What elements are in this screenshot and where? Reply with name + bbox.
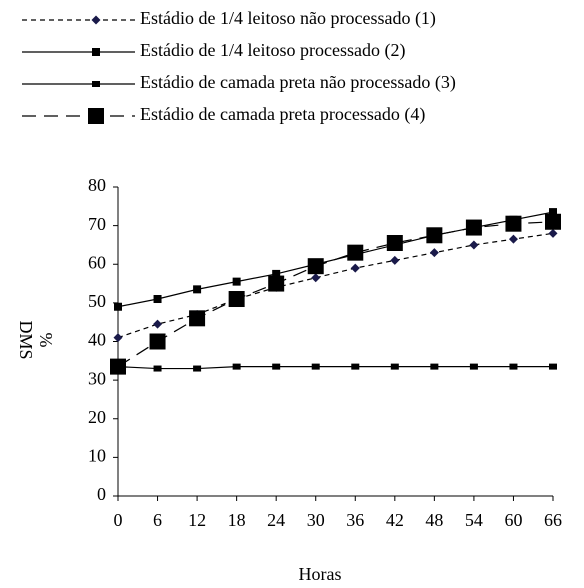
data-point (153, 365, 162, 372)
y-tick-label: 20 (88, 407, 106, 427)
y-tick-label: 80 (88, 175, 106, 195)
y-tick-label: 0 (97, 484, 106, 504)
legend-label: Estádio de camada preta não processado (… (140, 72, 456, 93)
x-tick-label: 36 (346, 510, 364, 530)
data-point (110, 358, 126, 375)
y-axis-label: DMS (16, 320, 36, 359)
y-tick-label: 10 (88, 446, 106, 466)
data-point (307, 258, 324, 275)
series-line (117, 232, 554, 339)
data-point (268, 275, 285, 292)
y-axis-unit: % (36, 333, 56, 348)
data-point (505, 215, 522, 232)
data-point (469, 240, 479, 250)
data-point (426, 227, 443, 244)
data-point (193, 365, 202, 372)
y-tick-label: 50 (88, 291, 106, 311)
legend-label: Estádio de 1/4 leitoso processado (2) (140, 40, 405, 61)
data-point (548, 228, 558, 238)
data-point (465, 219, 482, 236)
data-point (430, 363, 439, 370)
data-point (549, 208, 557, 217)
legend-marker (91, 15, 101, 25)
data-point (114, 302, 122, 311)
x-tick-label: 54 (465, 510, 483, 530)
x-tick-label: 24 (267, 510, 285, 530)
data-point (390, 363, 399, 370)
y-tick-label: 40 (88, 330, 106, 350)
data-point (193, 285, 202, 294)
x-axis-label: Horas (299, 564, 342, 584)
data-point (113, 333, 123, 343)
data-point (347, 244, 364, 261)
series-line (117, 366, 553, 370)
x-tick-label: 18 (228, 510, 246, 530)
x-tick-label: 66 (544, 510, 562, 530)
x-tick-label: 48 (425, 510, 443, 530)
series-line (117, 221, 554, 368)
legend-marker (92, 48, 100, 56)
y-tick-label: 70 (88, 214, 106, 234)
data-point (149, 333, 166, 350)
legend-marker (88, 108, 104, 124)
x-tick-label: 42 (386, 510, 404, 530)
data-point (350, 263, 360, 273)
x-tick-label: 30 (307, 510, 325, 530)
data-point (272, 269, 281, 278)
data-point (508, 234, 518, 244)
data-point (228, 291, 245, 308)
legend-label: Estádio de 1/4 leitoso não processado (1… (140, 8, 436, 29)
legend-label: Estádio de camada preta processado (4) (140, 104, 425, 125)
data-point (311, 363, 320, 370)
data-point (311, 273, 321, 283)
data-point (153, 295, 162, 304)
data-point (549, 363, 557, 370)
data-point (386, 235, 403, 252)
x-tick-label: 0 (114, 510, 123, 530)
data-point (232, 363, 241, 370)
data-point (232, 277, 241, 286)
data-point (351, 363, 360, 370)
x-tick-label: 12 (188, 510, 206, 530)
data-point (509, 363, 518, 370)
data-point (153, 319, 163, 329)
data-point (390, 255, 400, 265)
legend-marker (92, 81, 100, 87)
data-point (469, 363, 478, 370)
data-point (429, 248, 439, 258)
x-tick-label: 60 (504, 510, 522, 530)
data-point (189, 310, 206, 327)
data-point (272, 363, 281, 370)
x-tick-label: 6 (153, 510, 162, 530)
y-tick-label: 30 (88, 368, 106, 388)
data-point (545, 213, 561, 230)
y-tick-label: 60 (88, 252, 106, 272)
